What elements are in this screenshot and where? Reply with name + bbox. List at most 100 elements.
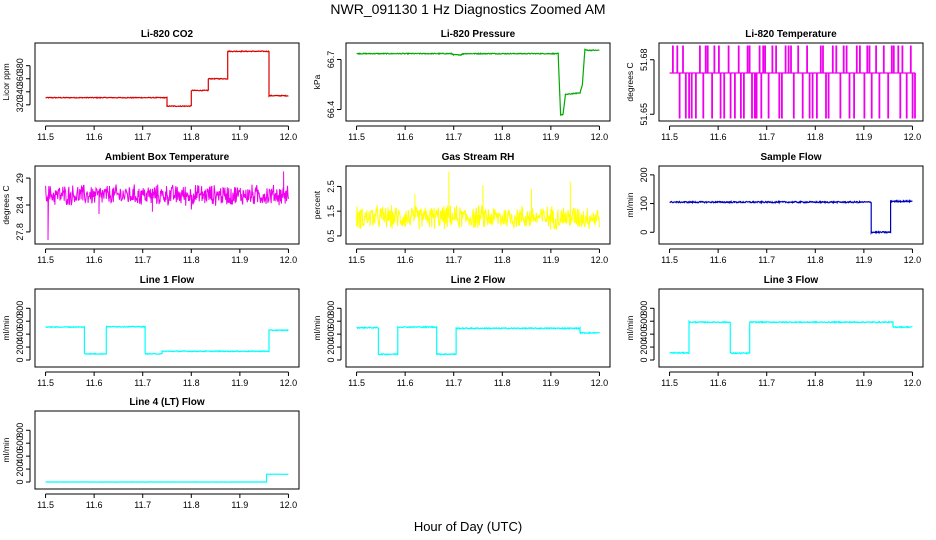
x-axis: 11.5 11.6 11.7 11.8 11.9 12.0: [37, 125, 298, 142]
x-axis: 11.5 11.6 11.7 11.8 11.9 12.0: [348, 125, 608, 142]
y-tick-label: 320: [15, 97, 25, 112]
data-series-sample-flow: [669, 199, 913, 235]
x-tick-label: 11.7: [134, 255, 151, 265]
plot-frame: [34, 165, 300, 245]
x-tick-label: 11.6: [710, 132, 727, 142]
y-tick-label: 200: [639, 340, 649, 355]
panel-line-1-flow: Line 1 Flow ml/min 11.5 11.6 11.7 11.8 11.9 12.…: [1, 275, 300, 388]
x-tick-label: 11.9: [542, 132, 559, 142]
y-tick-label: 0: [326, 357, 336, 362]
x-tick-label: 12.0: [904, 378, 922, 388]
y-tick-label: 200: [15, 340, 25, 355]
x-tick-label: 11.9: [855, 378, 872, 388]
x-tick-label: 11.9: [542, 378, 559, 388]
y-tick-label: 28.4: [15, 196, 25, 214]
x-tick-label: 11.7: [134, 500, 151, 510]
x-axis: 11.5 11.6 11.7 11.8 11.9 12.0: [348, 371, 608, 388]
panel-title: Line 3 Flow: [764, 275, 819, 286]
plot-frame: [658, 288, 924, 368]
y-tick-label: 200: [326, 340, 336, 355]
y-tick-label: 29: [15, 173, 25, 183]
x-tick-label: 11.6: [86, 500, 103, 510]
y-tick-label: 600: [639, 314, 649, 329]
x-tick-label: 11.5: [661, 132, 678, 142]
y-tick-label: 360: [15, 71, 25, 86]
y-tick-label: 800: [15, 423, 25, 438]
x-tick-label: 11.9: [231, 255, 248, 265]
data-series-line-1-flow: [45, 325, 289, 356]
x-tick-label: 11.5: [348, 255, 365, 265]
x-tick-label: 11.7: [445, 378, 462, 388]
y-axis: 27.8 28.4 29: [15, 173, 31, 241]
x-tick-label: 12.0: [591, 255, 609, 265]
x-tick-label: 11.5: [348, 132, 365, 142]
y-tick-label: 400: [15, 327, 25, 342]
x-tick-label: 11.6: [397, 132, 414, 142]
y-tick-label: 0.5: [326, 230, 336, 243]
plot-frame: [34, 42, 300, 122]
panel-title: Line 2 Flow: [451, 275, 506, 286]
y-tick-label: 200: [639, 167, 649, 182]
y-tick-label: 380: [15, 58, 25, 73]
x-tick-label: 11.5: [661, 255, 678, 265]
panel-li-820-temperature: Li-820 Temperature degrees C 11.5 11.6 11.7 1…: [625, 29, 924, 142]
x-tick-label: 11.8: [494, 132, 511, 142]
y-tick-label: 0: [639, 357, 649, 362]
x-tick-label: 12.0: [280, 132, 298, 142]
data-series-line-3-flow: [669, 319, 913, 355]
plot-frame: [345, 165, 611, 245]
x-axis: 11.5 11.6 11.7 11.8 11.9 12.0: [37, 371, 297, 388]
panel-title: Ambient Box Temperature: [105, 152, 230, 163]
data-series-gas-stream-rh: [356, 171, 600, 231]
panel-title: Gas Stream RH: [442, 152, 515, 163]
y-axis-label: ml/min: [625, 315, 635, 340]
figure-title: NWR_091130 1 Hz Diagnostics Zoomed AM: [330, 1, 605, 17]
y-tick-label: 1.5: [326, 205, 336, 218]
panel-gas-stream-rh: Gas Stream RH percent 11.5 11.6 11.7 11.8 11.9…: [312, 152, 611, 265]
x-tick-label: 11.6: [710, 255, 727, 265]
x-tick-label: 11.5: [37, 500, 54, 510]
x-axis: 11.5 11.6 11.7 11.8 11.9 12.0: [37, 248, 298, 265]
y-tick-label: 2.5: [326, 180, 336, 193]
x-tick-label: 11.9: [231, 500, 248, 510]
y-axis: 66.4 66.7: [326, 51, 342, 118]
y-tick-label: 800: [639, 301, 649, 316]
x-tick-label: 11.7: [134, 378, 151, 388]
data-series-li-820-temperature: [669, 45, 916, 119]
y-axis-label: Licor ppm: [1, 63, 11, 100]
y-tick-label: 0: [639, 230, 649, 235]
x-tick-label: 11.9: [542, 255, 559, 265]
x-tick-label: 11.6: [397, 255, 414, 265]
x-tick-label: 11.9: [855, 255, 872, 265]
x-tick-label: 12.0: [280, 500, 298, 510]
x-tick-label: 11.7: [758, 132, 775, 142]
x-tick-label: 11.7: [134, 132, 151, 142]
panel-title: Li-820 Temperature: [745, 29, 837, 40]
y-tick-label: 100: [639, 196, 649, 211]
data-series-line-2-flow: [356, 325, 600, 356]
x-tick-label: 12.0: [280, 255, 298, 265]
x-tick-label: 11.8: [494, 255, 511, 265]
panel-line-3-flow: Line 3 Flow ml/min 11.5 11.6 11.7 11.8 11.9 12.…: [625, 275, 924, 388]
x-axis: 11.5 11.6 11.7 11.8 11.9 12.0: [661, 248, 921, 265]
x-tick-label: 11.8: [807, 132, 824, 142]
panel-line-2-flow: Line 2 Flow ml/min 11.5 11.6 11.7 11.8 11.9 12.…: [312, 275, 611, 388]
x-tick-label: 11.5: [348, 378, 365, 388]
y-tick-label: 51.65: [639, 103, 649, 126]
y-tick-label: 66.7: [326, 51, 336, 69]
plot-frame: [34, 410, 300, 490]
data-series-line-4-lt-flow: [45, 473, 289, 483]
x-tick-label: 11.8: [183, 500, 200, 510]
y-tick-label: 400: [15, 449, 25, 464]
y-tick-label: 600: [15, 314, 25, 329]
panel-li-820-pressure: Li-820 Pressure kPa 11.5 11.6 11.7 11.8 11.9 12…: [312, 29, 611, 142]
x-tick-label: 11.8: [807, 255, 824, 265]
plot-frame: [658, 42, 924, 122]
x-tick-label: 11.8: [494, 378, 511, 388]
x-tick-label: 11.9: [855, 132, 872, 142]
x-axis: 11.5 11.6 11.7 11.8 11.9 12.0: [348, 248, 609, 265]
y-axis-label: degrees C: [625, 62, 635, 101]
